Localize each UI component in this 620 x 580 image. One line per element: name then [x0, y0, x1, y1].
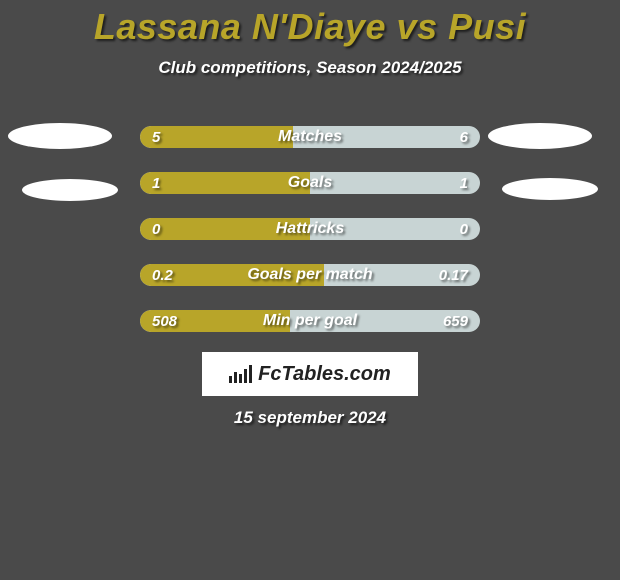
date-label: 15 september 2024: [0, 408, 620, 428]
badge-ellipse: [8, 123, 112, 149]
stat-label: Min per goal: [140, 310, 480, 332]
badge-ellipse: [488, 123, 592, 149]
stat-row: 5Matches6: [140, 126, 480, 148]
stat-label: Hattricks: [140, 218, 480, 240]
stat-label: Goals: [140, 172, 480, 194]
stat-row: 0.2Goals per match0.17: [140, 264, 480, 286]
page-title: Lassana N'Diaye vs Pusi: [0, 0, 620, 48]
stat-right-value: 6: [460, 126, 468, 148]
comparison-infographic: Lassana N'Diaye vs Pusi Club competition…: [0, 0, 620, 580]
comparison-chart: 5Matches6 1Goals1 0Hattricks0 0.2Goals per …: [140, 126, 480, 356]
page-subtitle: Club competitions, Season 2024/2025: [0, 58, 620, 78]
stat-right-value: 0: [460, 218, 468, 240]
brand-logo[interactable]: FcTables.com: [202, 352, 418, 396]
stat-label: Matches: [140, 126, 480, 148]
stat-right-value: 0.17: [439, 264, 468, 286]
stat-right-value: 659: [443, 310, 468, 332]
stat-right-value: 1: [460, 172, 468, 194]
badge-ellipse: [502, 178, 598, 200]
stat-row: 1Goals1: [140, 172, 480, 194]
stat-label: Goals per match: [140, 264, 480, 286]
stat-row: 0Hattricks0: [140, 218, 480, 240]
badge-ellipse: [22, 179, 118, 201]
brand-text-label: FcTables.com: [258, 363, 391, 385]
brand-text: FcTables.com: [258, 363, 391, 386]
chart-icon: [229, 365, 252, 383]
stat-row: 508Min per goal659: [140, 310, 480, 332]
